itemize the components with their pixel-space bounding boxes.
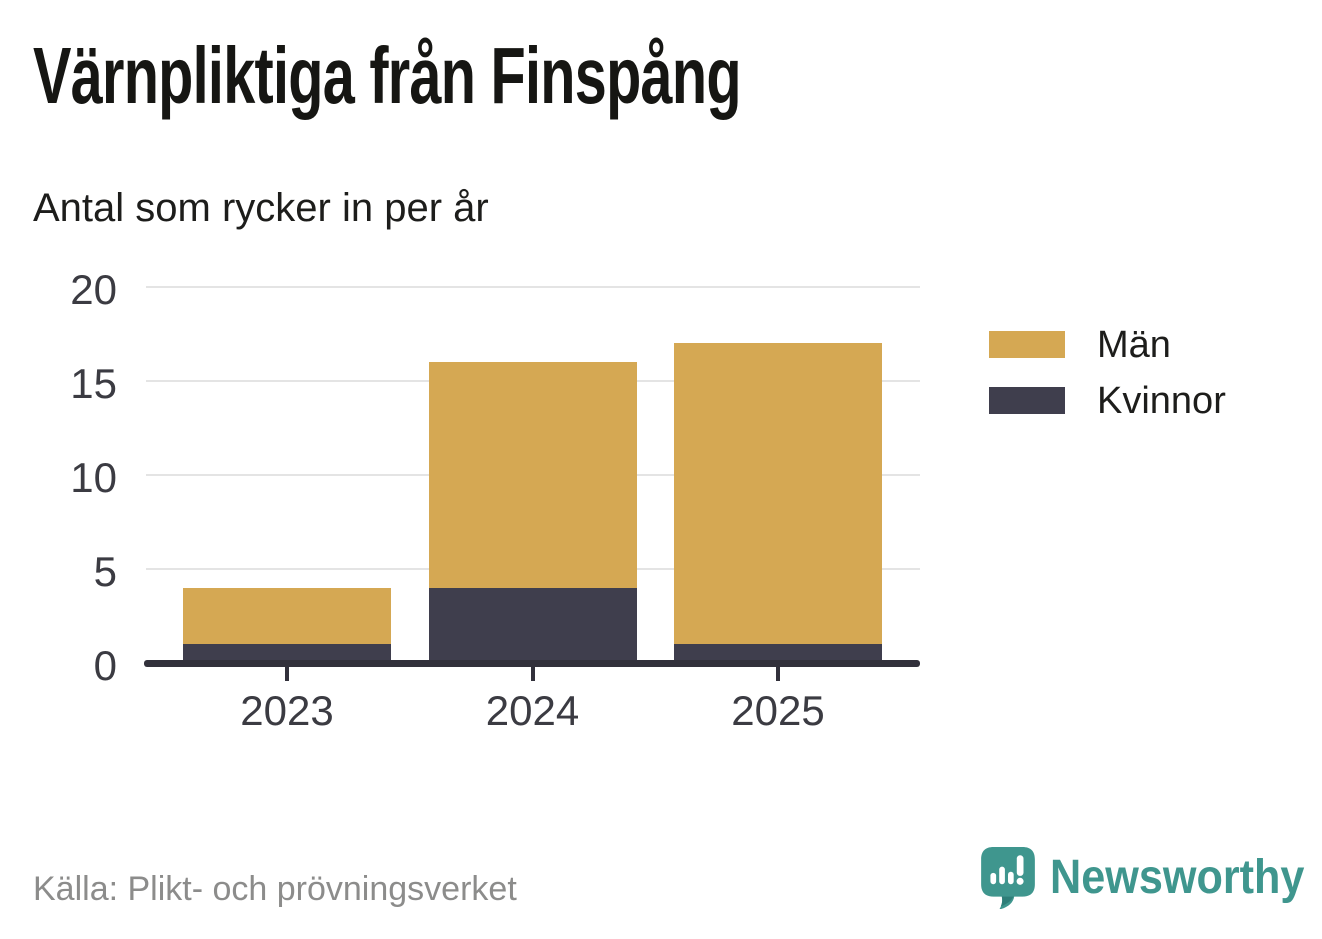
bar-segment-2024-kvinnor bbox=[428, 587, 637, 663]
chart-title: Värnpliktiga från Finspång bbox=[33, 31, 742, 120]
y-axis-label: 0 bbox=[93, 642, 117, 689]
y-axis-label: 5 bbox=[93, 548, 117, 595]
legend-swatch-kvinnor bbox=[989, 387, 1065, 414]
x-axis-label: 2025 bbox=[731, 687, 825, 734]
brand-name: Newsworthy bbox=[1050, 851, 1305, 904]
y-axis-label: 20 bbox=[70, 266, 117, 313]
chart-subtitle: Antal som rycker in per år bbox=[33, 186, 489, 230]
x-axis-label: 2024 bbox=[485, 687, 580, 734]
x-axis-line bbox=[144, 660, 920, 667]
y-axis-label: 10 bbox=[70, 454, 117, 501]
y-axis-label: 15 bbox=[70, 360, 117, 407]
newsworthy-logo-icon bbox=[981, 847, 1035, 909]
x-axis-label: 2023 bbox=[240, 687, 334, 734]
legend-label-man: Män bbox=[1097, 324, 1171, 366]
x-axis-tick bbox=[530, 667, 535, 681]
x-axis-tick bbox=[776, 667, 780, 681]
bar-segment-2025-män bbox=[674, 343, 882, 645]
x-axis-tick bbox=[285, 667, 289, 681]
bar-segment-2023-kvinnor bbox=[183, 644, 391, 663]
bar-segment-2023-män bbox=[183, 587, 391, 645]
bar-segment-2025-kvinnor bbox=[674, 644, 882, 663]
bar-segment-2024-män bbox=[428, 362, 637, 588]
legend-label-kvinnor: Kvinnor bbox=[1097, 380, 1226, 422]
gridline bbox=[146, 286, 920, 288]
source-note: Källa: Plikt- och prövningsverket bbox=[33, 870, 517, 908]
legend-swatch-man bbox=[989, 331, 1065, 358]
